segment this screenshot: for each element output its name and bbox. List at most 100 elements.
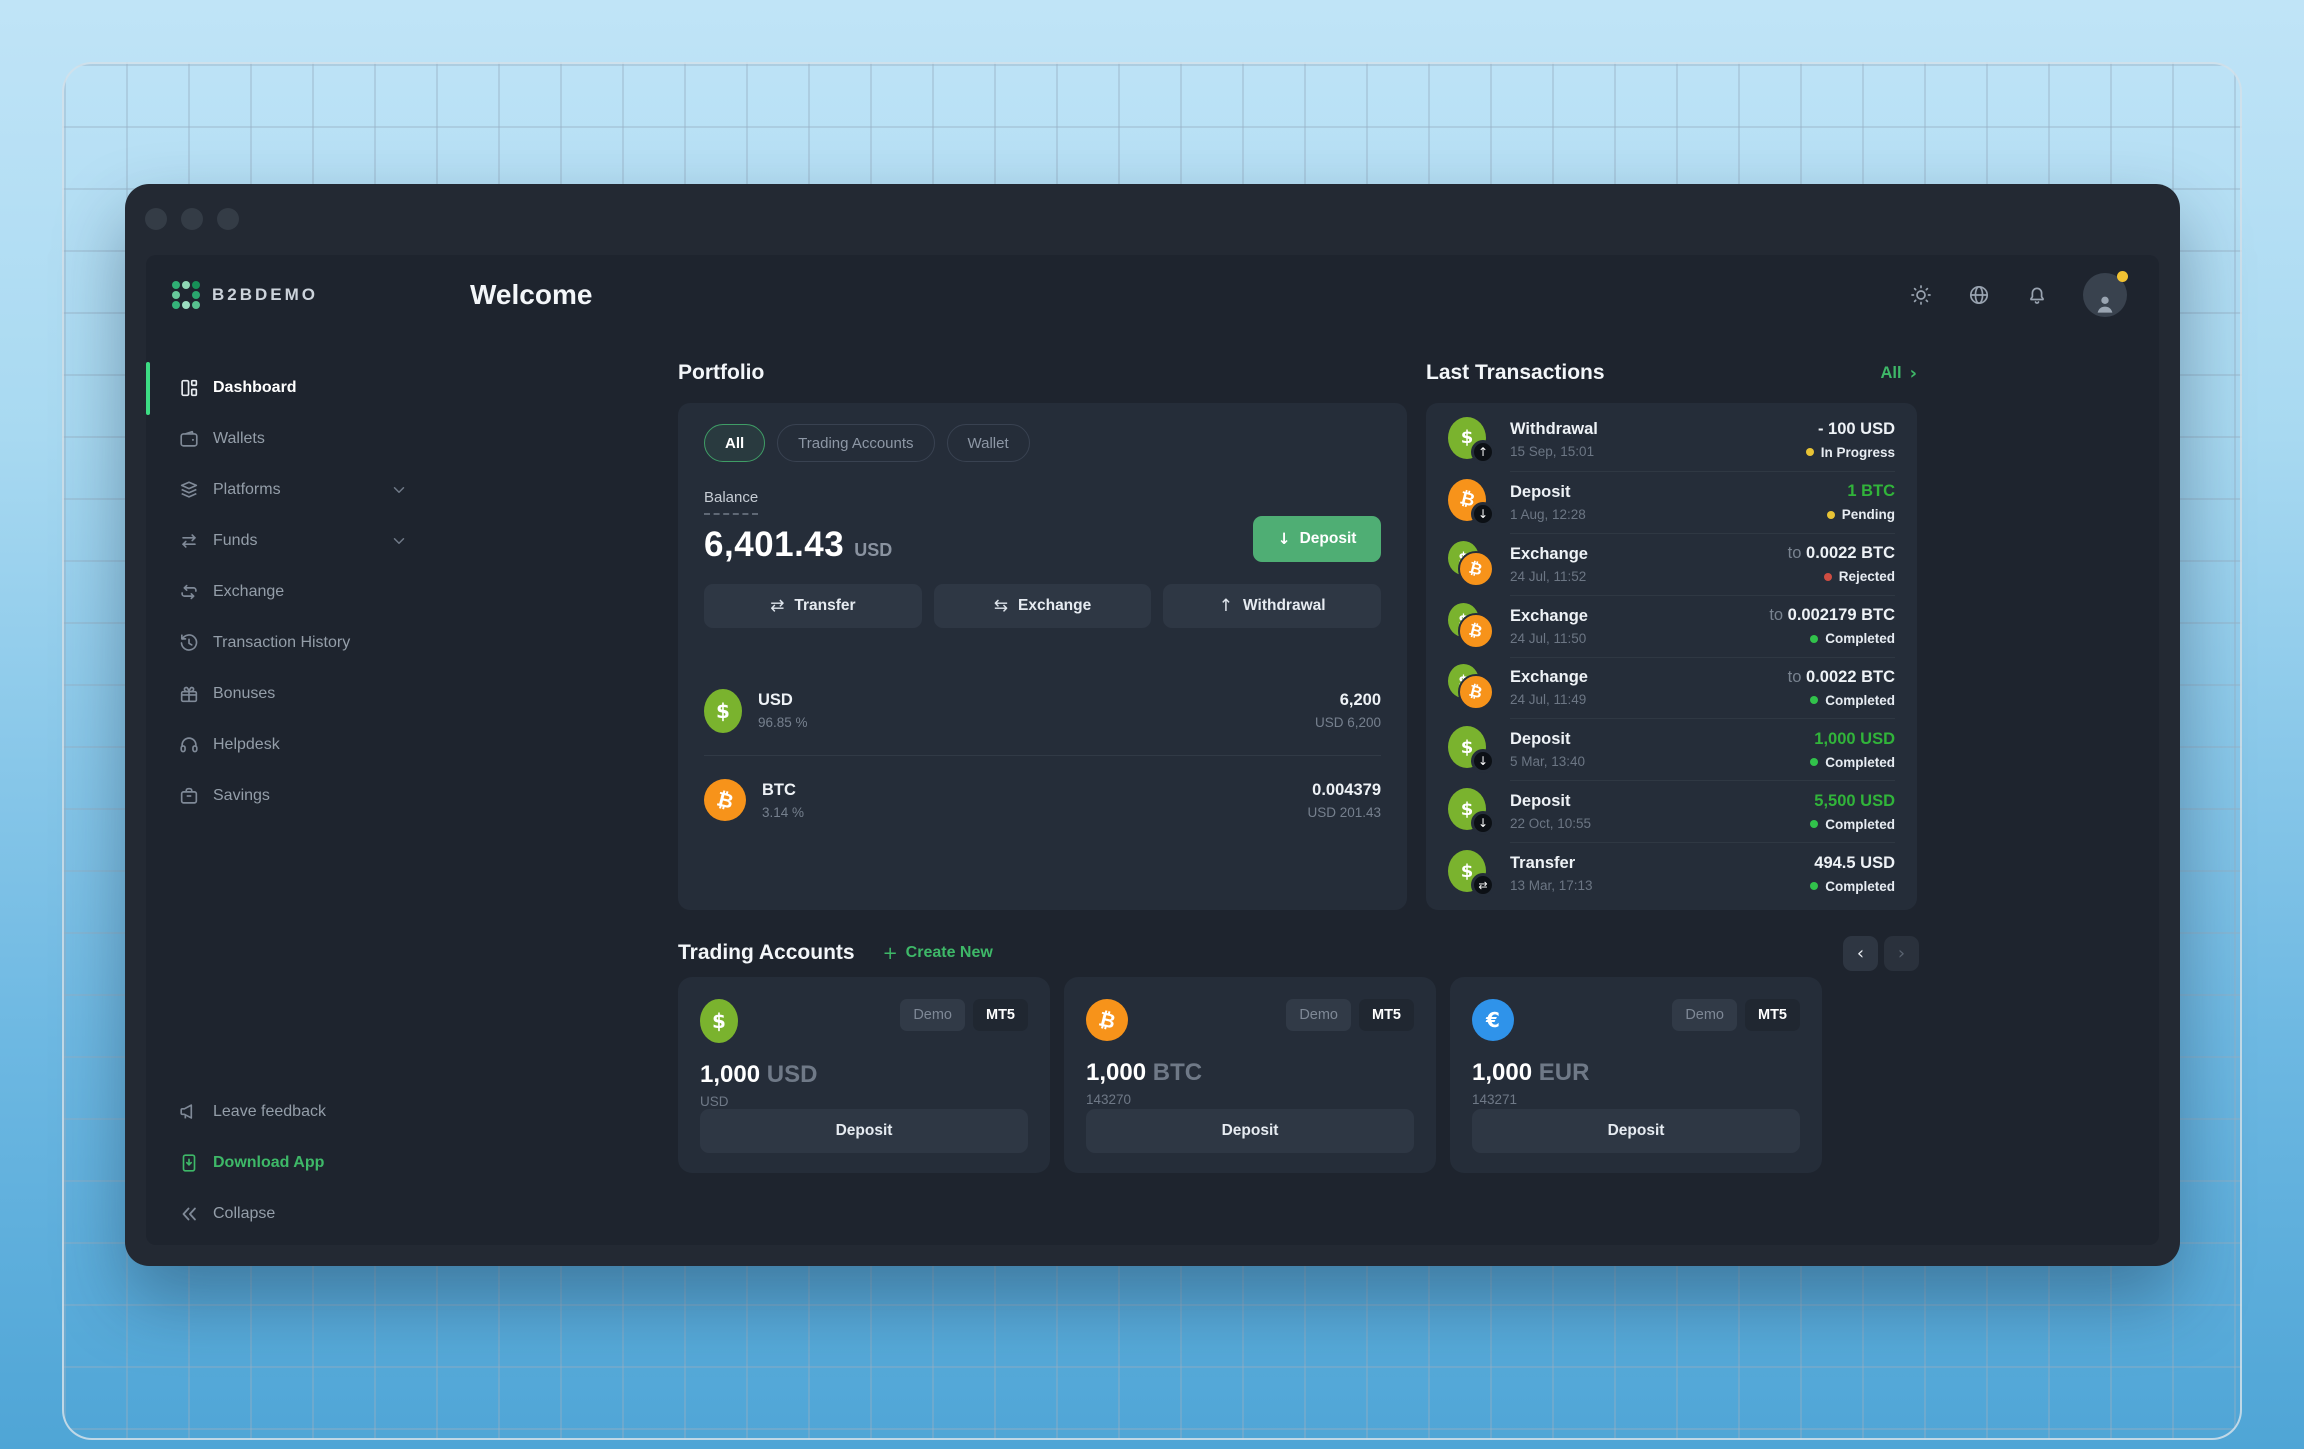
usd-btc-exchange-icon: $ ₿: [1448, 664, 1494, 711]
transaction-value: 1,000 USD: [1814, 729, 1895, 748]
transaction-title: Withdrawal: [1510, 420, 1598, 439]
person-icon: [2092, 291, 2118, 317]
sidebar-nav: Dashboard Wallets Platforms Funds Exchan…: [146, 362, 426, 821]
sidebar-item-label: Download App: [213, 1153, 325, 1171]
pager-prev-button[interactable]: ‹: [1843, 935, 1878, 971]
transaction-row[interactable]: $ ₿ Exchange 24 Jul, 11:52 to 0.0022 BTC…: [1448, 532, 1895, 595]
usd-coin-icon: $: [700, 999, 738, 1043]
brand-name: B2BDEMO: [212, 285, 319, 304]
exchange-arrows-icon: ⇆: [993, 596, 1009, 616]
account-id: USD: [700, 1094, 729, 1109]
app-download-icon: [178, 1152, 200, 1174]
brand-logo-icon: [172, 281, 200, 309]
tab-wallet[interactable]: Wallet: [946, 424, 1030, 462]
sidebar-item-collapse[interactable]: Collapse: [146, 1188, 426, 1239]
transaction-title: Exchange: [1510, 544, 1588, 563]
user-avatar[interactable]: [2083, 271, 2128, 317]
transaction-value: to 0.002179 BTC: [1769, 606, 1895, 625]
transaction-row[interactable]: $ ↓ Deposit 22 Oct, 10:55 5,500 USD Comp…: [1448, 780, 1895, 842]
transaction-row[interactable]: $ ₿ Exchange 24 Jul, 11:49 to 0.0022 BTC…: [1448, 656, 1895, 719]
card-deposit-button[interactable]: Deposit: [1086, 1109, 1414, 1153]
deposit-button[interactable]: ↓ Deposit: [1253, 516, 1381, 562]
sidebar-item-label: Collapse: [213, 1204, 276, 1222]
transaction-status: In Progress: [1805, 445, 1895, 460]
transaction-title: Deposit: [1510, 730, 1571, 749]
trading-accounts-title: Trading Accounts: [678, 941, 855, 964]
sidebar-item-label: Funds: [213, 531, 258, 549]
sidebar-item-dashboard[interactable]: Dashboard: [146, 362, 426, 413]
balance-currency: USD: [854, 540, 893, 560]
status-dot: [1810, 820, 1819, 829]
window-dot[interactable]: [217, 208, 239, 230]
trading-account-card-usd: $ Demo MT5 1,000 USD USD Deposit: [678, 977, 1050, 1173]
platform-badge: MT5: [1359, 999, 1414, 1031]
transaction-row[interactable]: $ ⇄ Transfer 13 Mar, 17:13 494.5 USD Com…: [1448, 842, 1895, 904]
card-deposit-button[interactable]: Deposit: [700, 1109, 1028, 1153]
asset-fiat-value: USD 6,200: [1314, 715, 1381, 730]
withdrawal-button[interactable]: ↑ Withdrawal: [1163, 584, 1382, 628]
usd-transfer-icon: $ ⇄: [1448, 850, 1495, 898]
create-new-link[interactable]: + Create New: [882, 942, 993, 964]
sidebar-item-platforms[interactable]: Platforms: [146, 464, 426, 515]
status-dot: [1810, 758, 1819, 767]
account-currency: USD: [766, 1061, 818, 1088]
window-dot[interactable]: [145, 208, 167, 230]
asset-row-usd[interactable]: $ USD 96.85 % 6,200 USD 6,200: [704, 666, 1381, 755]
transaction-value: 5,500 USD: [1814, 791, 1895, 810]
exchange-button[interactable]: ⇆ Exchange: [933, 584, 1152, 628]
asset-row-btc[interactable]: ₿ BTC 3.14 % 0.004379 USD 201.43: [704, 755, 1381, 844]
transaction-title: Deposit: [1510, 792, 1571, 811]
status-dot: [1810, 634, 1819, 643]
sidebar-item-label: Bonuses: [213, 684, 276, 702]
pager-next-button[interactable]: ›: [1884, 935, 1919, 971]
transaction-value: 1 BTC: [1847, 482, 1895, 501]
transaction-row[interactable]: $ ↓ Deposit 5 Mar, 13:40 1,000 USD Compl…: [1448, 718, 1895, 780]
transactions-all-link[interactable]: All ›: [1880, 362, 1917, 384]
transfer-button[interactable]: ⇄ Transfer: [704, 584, 922, 628]
app-surface: B2BDEMO Welcome Dashboard Wall: [146, 255, 2159, 1245]
dashboard-icon: [178, 377, 200, 399]
theme-sun-icon[interactable]: [1909, 283, 1933, 307]
account-id: 143271: [1472, 1092, 1518, 1107]
page-title: Welcome: [470, 279, 593, 310]
platform-badge: MT5: [1745, 999, 1800, 1031]
usd-btc-exchange-icon: $ ₿: [1448, 602, 1494, 649]
account-balance: 1,000: [1086, 1059, 1147, 1086]
status-dot: [1810, 696, 1819, 705]
briefcase-icon: [178, 785, 200, 807]
transaction-row[interactable]: $ ₿ Exchange 24 Jul, 11:50 to 0.002179 B…: [1448, 594, 1895, 657]
btc-coin-icon: ₿: [704, 779, 746, 821]
sidebar-item-transaction-history[interactable]: Transaction History: [146, 617, 426, 668]
plus-icon: +: [882, 942, 898, 964]
transaction-row[interactable]: ₿ ↓ Deposit 1 Aug, 12:28 1 BTC Pending: [1448, 470, 1895, 533]
sidebar-item-bonuses[interactable]: Bonuses: [146, 668, 426, 719]
window-controls[interactable]: [145, 208, 239, 230]
usd-coin-icon: $: [704, 688, 742, 733]
sidebar-item-helpdesk[interactable]: Helpdesk: [146, 719, 426, 770]
notifications-bell-icon[interactable]: [2025, 283, 2049, 307]
sidebar-item-label: Dashboard: [213, 378, 297, 396]
tab-all[interactable]: All: [704, 424, 766, 462]
tab-trading-accounts[interactable]: Trading Accounts: [777, 424, 935, 462]
eur-coin-icon: €: [1472, 999, 1514, 1041]
avatar-status-dot: [2117, 271, 2128, 282]
asset-amount: 6,200: [1339, 691, 1381, 709]
status-dot: [1826, 510, 1835, 519]
transaction-value: - 100 USD: [1817, 419, 1895, 438]
sidebar-item-wallets[interactable]: Wallets: [146, 413, 426, 464]
sidebar-item-exchange[interactable]: Exchange: [146, 566, 426, 617]
sidebar-item-savings[interactable]: Savings: [146, 770, 426, 821]
window-dot[interactable]: [181, 208, 203, 230]
language-globe-icon[interactable]: [1967, 283, 1991, 307]
transaction-row[interactable]: $ ↑ Withdrawal 15 Sep, 15:01 - 100 USD I…: [1448, 409, 1895, 471]
transaction-status: Pending: [1826, 507, 1895, 522]
sidebar-item-leave-feedback[interactable]: Leave feedback: [146, 1086, 426, 1137]
transaction-date: 22 Oct, 10:55: [1510, 816, 1592, 832]
card-deposit-button[interactable]: Deposit: [1472, 1109, 1800, 1153]
transaction-status: Completed: [1810, 879, 1895, 894]
sidebar-item-label: Leave feedback: [213, 1102, 326, 1120]
layers-icon: [178, 479, 200, 501]
btc-deposit-icon: ₿ ↓: [1448, 478, 1495, 526]
sidebar-item-download-app[interactable]: Download App: [146, 1137, 426, 1188]
sidebar-item-funds[interactable]: Funds: [146, 515, 426, 566]
